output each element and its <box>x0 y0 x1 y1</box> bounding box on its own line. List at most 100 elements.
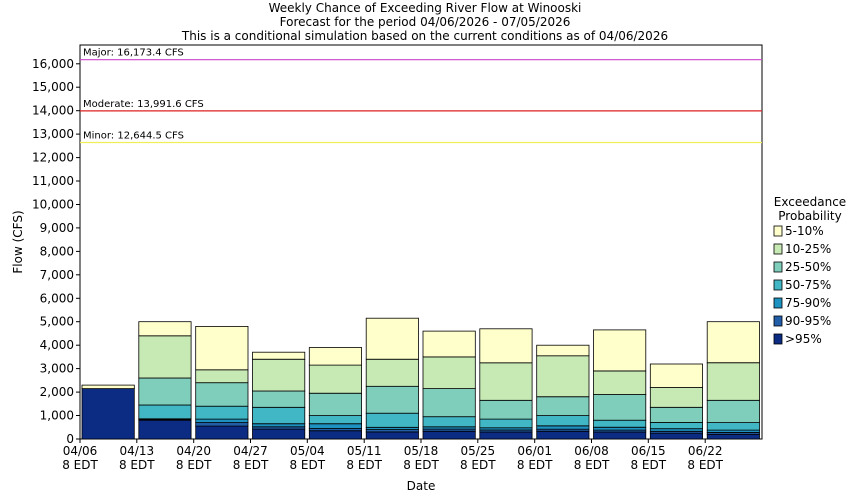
bar-06-08-1025 <box>593 370 647 395</box>
y-tick-label-6: 6,000 <box>40 291 74 305</box>
y-tick-label-12: 12,000 <box>32 151 74 165</box>
x-tick-sublabel-11: 8 EDT <box>687 458 723 472</box>
bar-06-01-95 <box>536 430 590 440</box>
y-tick-label-5: 5,000 <box>40 315 74 329</box>
bar-05-04-2550 <box>308 392 362 416</box>
bar-05-25-1025 <box>479 362 533 401</box>
bar-05-25-510 <box>479 328 533 364</box>
y-tick-label-15: 15,000 <box>32 80 74 94</box>
bar-05-25-5075 <box>479 418 533 429</box>
bar-06-01-2550 <box>536 396 590 416</box>
bar-05-11-1025 <box>365 358 419 387</box>
x-tick-label-6: 05/18 <box>404 444 439 458</box>
bar-04-13-5075 <box>138 404 192 420</box>
bar-04-20-5075 <box>195 405 249 420</box>
bar-06-01-5075 <box>536 415 590 427</box>
y-tick-label-13: 13,000 <box>32 127 74 141</box>
bar-06-15-510 <box>649 363 703 388</box>
legend-swatch-1 <box>773 243 783 255</box>
y-tick-label-3: 3,000 <box>40 362 74 376</box>
threshold-label-1: Moderate: 13,991.6 CFS <box>83 99 204 110</box>
x-tick-label-7: 05/25 <box>461 444 496 458</box>
y-tick-label-0: 0 <box>66 432 74 446</box>
title-line-2: Forecast for the period 04/06/2026 - 07/… <box>280 15 571 29</box>
bar-05-18-2550 <box>422 388 476 418</box>
y-tick-label-7: 7,000 <box>40 268 74 282</box>
x-tick-sublabel-6: 8 EDT <box>403 458 439 472</box>
threshold-lines: Major: 16,173.4 CFS Moderate: 13,991.6 CF… <box>80 48 762 144</box>
bar-04-13-2550 <box>138 377 192 406</box>
bar-04-27-95 <box>252 428 306 440</box>
x-tick-label-3: 04/27 <box>233 444 268 458</box>
bar-04-20-95 <box>195 425 249 440</box>
bar-06-08-5075 <box>593 419 647 428</box>
x-tick-sublabel-3: 8 EDT <box>233 458 269 472</box>
bar-06-15-1025 <box>649 386 703 408</box>
x-tick-label-10: 06/15 <box>631 444 666 458</box>
y-tick-label-10: 10,000 <box>32 198 74 212</box>
bar-06-01-1025 <box>536 355 590 398</box>
bar-06-08-2550 <box>593 393 647 421</box>
bar-04-13-510 <box>138 321 192 337</box>
legend-swatch-3 <box>773 279 783 291</box>
bar-06-22-510 <box>706 321 760 364</box>
x-tick-label-8: 06/01 <box>517 444 552 458</box>
bar-04-20-9095 <box>195 422 249 427</box>
legend-label-0: 5-10% <box>785 224 824 238</box>
legend-label-4: 75-90% <box>785 296 831 310</box>
x-tick-label-4: 05/04 <box>290 444 325 458</box>
x-tick-sublabel-7: 8 EDT <box>460 458 496 472</box>
x-tick-label-11: 06/22 <box>688 444 723 458</box>
bar-04-27-5075 <box>252 406 306 425</box>
x-axis-label: Date <box>407 479 436 493</box>
bar-05-11-95 <box>365 431 419 440</box>
x-tick-sublabel-0: 8 EDT <box>62 458 98 472</box>
y-axis: 0 1,000 2,000 3,000 4,000 5,000 6,000 7,000 8,00… <box>32 57 80 446</box>
bar-04-06-95 <box>81 388 135 440</box>
bar-06-22-5075 <box>706 422 760 431</box>
legend-title-line-2: Probability <box>778 209 841 223</box>
bar-06-01-7590 <box>536 425 590 430</box>
legend-swatch-4 <box>773 297 783 309</box>
bar-04-20-1025 <box>195 369 249 384</box>
x-tick-sublabel-8: 8 EDT <box>517 458 553 472</box>
bar-04-13-95 <box>138 419 192 440</box>
bar-06-22-95 <box>706 433 760 440</box>
x-tick-label-2: 04/20 <box>176 444 211 458</box>
y-tick-label-8: 8,000 <box>40 244 74 258</box>
bar-06-15-2550 <box>649 406 703 423</box>
y-tick-label-16: 16,000 <box>32 57 74 71</box>
legend-swatch-6 <box>773 333 783 345</box>
x-tick-sublabel-4: 8 EDT <box>289 458 325 472</box>
bar-06-01-510 <box>536 344 590 357</box>
bar-05-04-1025 <box>308 364 362 394</box>
bar-05-18-1025 <box>422 356 476 389</box>
y-tick-label-4: 4,000 <box>40 338 74 352</box>
bar-04-27-1025 <box>252 358 306 392</box>
x-tick-sublabel-10: 8 EDT <box>630 458 666 472</box>
bar-04-20-2550 <box>195 382 249 407</box>
bar-05-11-2550 <box>365 385 419 414</box>
x-tick-label-5: 05/11 <box>347 444 382 458</box>
y-tick-label-1: 1,000 <box>40 409 74 423</box>
legend-label-1: 10-25% <box>785 242 831 256</box>
bar-06-22-2550 <box>706 399 760 423</box>
y-tick-label-14: 14,000 <box>32 104 74 118</box>
bar-05-04-5075 <box>308 415 362 425</box>
legend-swatch-5 <box>773 315 783 327</box>
title-line-3: This is a conditional simulation based o… <box>181 29 668 43</box>
bar-05-04-510 <box>308 347 362 366</box>
bar-06-22-1025 <box>706 362 760 401</box>
bar-04-27-510 <box>252 351 306 360</box>
x-tick-label-0: 04/06 <box>63 444 98 458</box>
bar-06-15-5075 <box>649 422 703 430</box>
bar-06-15-95 <box>649 432 703 440</box>
bars-group <box>81 317 760 440</box>
chart-title: Weekly Chance of Exceeding River Flow at… <box>181 1 668 43</box>
bar-05-18-95 <box>422 430 476 440</box>
y-tick-label-2: 2,000 <box>40 385 74 399</box>
bar-05-04-95 <box>308 430 362 440</box>
